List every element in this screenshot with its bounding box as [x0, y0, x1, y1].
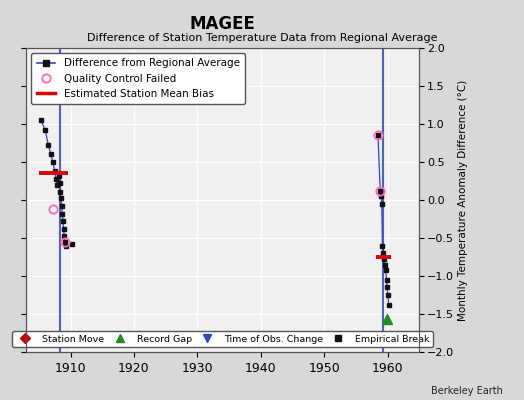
- Legend: Station Move, Record Gap, Time of Obs. Change, Empirical Break: Station Move, Record Gap, Time of Obs. C…: [12, 331, 433, 347]
- Text: Berkeley Earth: Berkeley Earth: [431, 386, 503, 396]
- Title: MAGEE: MAGEE: [190, 14, 256, 32]
- Y-axis label: Monthly Temperature Anomaly Difference (°C): Monthly Temperature Anomaly Difference (…: [458, 79, 468, 321]
- Text: Difference of Station Temperature Data from Regional Average: Difference of Station Temperature Data f…: [87, 33, 437, 43]
